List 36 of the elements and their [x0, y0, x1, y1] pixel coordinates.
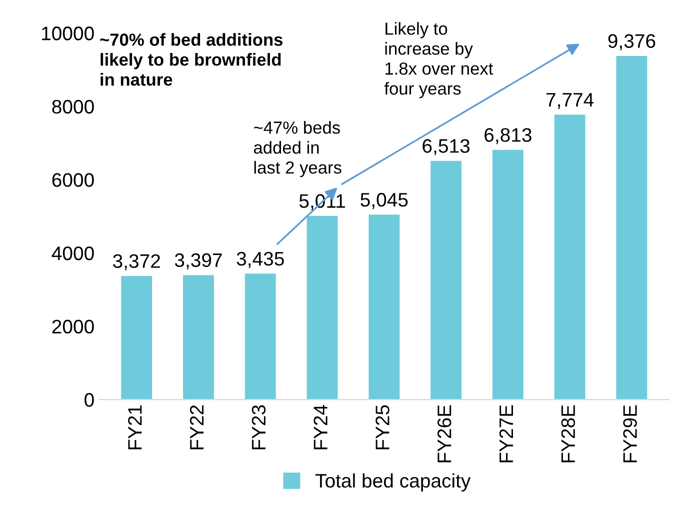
- annotation: ~70% of bed additions likely to be brownfield in nature: [100, 33, 283, 86]
- y-tick-label: 8000: [52, 100, 94, 114]
- y-tick-label: 0: [84, 393, 94, 407]
- annotation: Likely to increase by 1.8x over next four years: [384, 22, 494, 98]
- y-tick-label: 6000: [52, 173, 94, 187]
- data-label: 6,813: [484, 128, 532, 144]
- bar: [554, 114, 586, 400]
- bar: [183, 275, 214, 400]
- x-tick-label: FY25: [376, 405, 390, 450]
- x-tick-label: FY27E: [499, 405, 513, 462]
- legend-label: Total bed capacity: [315, 473, 471, 492]
- data-label: 7,774: [546, 93, 594, 109]
- y-tick-label: 10000: [42, 26, 94, 40]
- data-label: 3,372: [113, 254, 160, 270]
- data-label: 3,435: [236, 252, 284, 268]
- data-label: 3,397: [174, 253, 222, 270]
- y-tick-label: 2000: [52, 320, 94, 334]
- bar: [492, 150, 524, 400]
- data-label: 6,513: [422, 139, 470, 156]
- x-tick-label: FY23: [252, 405, 266, 450]
- bar: [368, 214, 400, 400]
- annotation: ~47% beds added in last 2 years: [254, 121, 342, 178]
- data-label: 9,376: [608, 34, 656, 50]
- bar: [616, 56, 648, 400]
- x-tick-label: FY24: [314, 404, 328, 450]
- x-tick-label: FY29E: [623, 405, 637, 462]
- y-tick-label: 4000: [52, 246, 94, 260]
- x-tick-label: FY22: [190, 405, 204, 450]
- bar: [121, 276, 152, 400]
- data-label: 5,045: [360, 192, 408, 209]
- x-tick-label: FY26E: [438, 405, 452, 462]
- x-tick-label: FY28E: [561, 405, 576, 462]
- bar: [430, 160, 462, 400]
- x-tick-label: FY21: [128, 405, 142, 450]
- bar: [244, 274, 276, 400]
- bar: [306, 216, 338, 400]
